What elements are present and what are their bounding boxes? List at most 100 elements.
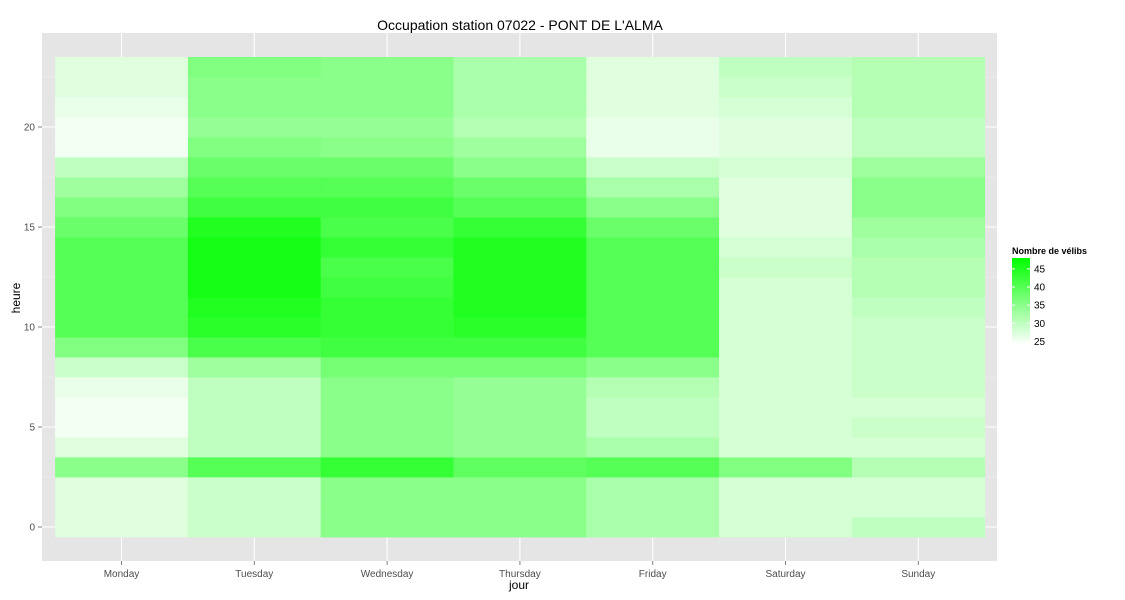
heatmap-cell [851, 177, 986, 198]
chart-title: Occupation station 07022 - PONT DE L'ALM… [377, 17, 663, 33]
heatmap-cell [719, 377, 853, 398]
heatmap-cell [187, 397, 322, 418]
heatmap-cell [851, 77, 986, 98]
heatmap-cell [851, 157, 986, 178]
heatmap-cell [187, 477, 322, 498]
heatmap-cell [719, 77, 853, 98]
heatmap-cell [719, 317, 853, 338]
heatmap-cell [851, 57, 986, 78]
heatmap-cell [851, 337, 986, 358]
heatmap-cell [55, 437, 189, 458]
heatmap-cell [187, 97, 322, 118]
heatmap-cell [320, 97, 454, 118]
heatmap-cell [187, 297, 322, 318]
heatmap-cell [453, 237, 587, 258]
heatmap-cell [586, 357, 720, 378]
heatmap-cell [320, 237, 454, 258]
heatmap-cell [453, 357, 587, 378]
heatmap-cell [320, 117, 454, 138]
heatmap-cell [453, 457, 587, 478]
heatmap-cell [851, 437, 986, 458]
heatmap-cell [453, 177, 587, 198]
heatmap-cell [453, 97, 587, 118]
heatmap-cell [586, 157, 720, 178]
heatmap-cell [719, 337, 853, 358]
heatmap-cell [453, 217, 587, 238]
heatmap-cell [320, 477, 454, 498]
y-tick-label: 0 [29, 523, 35, 534]
heatmap-cell [453, 497, 587, 518]
heatmap-cell [453, 157, 587, 178]
heatmap-cell [851, 357, 986, 378]
heatmap-cell [453, 297, 587, 318]
heatmap-cell [320, 157, 454, 178]
heatmap-cell [320, 277, 454, 298]
x-tick-label: Saturday [765, 569, 805, 580]
heatmap-cell [320, 197, 454, 218]
heatmap-cell [320, 217, 454, 238]
heatmap-cell [719, 217, 853, 238]
heatmap-cell [187, 417, 322, 438]
heatmap-cell [187, 77, 322, 98]
heatmap-cell [187, 117, 322, 138]
heatmap-cell [719, 157, 853, 178]
heatmap-cell [851, 377, 986, 398]
heatmap-cell [586, 317, 720, 338]
y-axis-title: heure [9, 282, 23, 313]
heatmap-cell [719, 397, 853, 418]
heatmap-cell [55, 497, 189, 518]
heatmap-cell [453, 117, 587, 138]
heatmap-cell [453, 137, 587, 158]
legend-tick-label: 40 [1034, 283, 1046, 294]
heatmap-cell [719, 177, 853, 198]
heatmap-cell [187, 197, 322, 218]
heatmap-cell [586, 237, 720, 258]
x-tick-label: Friday [639, 569, 667, 580]
heatmap-cell [719, 137, 853, 158]
heatmap-cells [55, 57, 986, 538]
heatmap-cell [851, 317, 986, 338]
heatmap-cell [55, 57, 189, 78]
heatmap-cell [453, 397, 587, 418]
heatmap-cell [55, 77, 189, 98]
heatmap-cell [851, 137, 986, 158]
heatmap-cell [586, 517, 720, 538]
heatmap-cell [586, 297, 720, 318]
heatmap-cell [851, 397, 986, 418]
heatmap-cell [320, 257, 454, 278]
heatmap-cell [586, 217, 720, 238]
heatmap-cell [320, 57, 454, 78]
heatmap-cell [320, 437, 454, 458]
heatmap-cell [586, 57, 720, 78]
heatmap-cell [586, 337, 720, 358]
heatmap-cell [320, 137, 454, 158]
heatmap-cell [55, 377, 189, 398]
x-tick-label: Thursday [499, 569, 541, 580]
heatmap-cell [586, 377, 720, 398]
x-tick-label: Sunday [901, 569, 935, 580]
legend-ticks: 25 30 35 40 45 [1012, 264, 1046, 348]
legend: Nombre de vélibs 25 30 35 40 45 [1012, 246, 1087, 348]
heatmap-cell [187, 217, 322, 238]
heatmap-cell [453, 197, 587, 218]
legend-tick-label: 45 [1034, 264, 1046, 275]
heatmap-cell [719, 437, 853, 458]
y-axis: 0 5 10 15 20 [24, 123, 42, 534]
heatmap-cell [55, 97, 189, 118]
heatmap-cell [187, 157, 322, 178]
heatmap-cell [851, 497, 986, 518]
x-tick-label: Tuesday [235, 569, 273, 580]
heatmap-cell [851, 237, 986, 258]
heatmap-cell [453, 417, 587, 438]
heatmap-cell [320, 397, 454, 418]
heatmap-cell [851, 517, 986, 538]
heatmap-cell [453, 337, 587, 358]
heatmap-cell [586, 497, 720, 518]
heatmap-cell [187, 357, 322, 378]
heatmap-cell [586, 457, 720, 478]
heatmap-cell [719, 297, 853, 318]
x-tick-label: Monday [104, 569, 140, 580]
heatmap-cell [55, 277, 189, 298]
heatmap-cell [320, 297, 454, 318]
